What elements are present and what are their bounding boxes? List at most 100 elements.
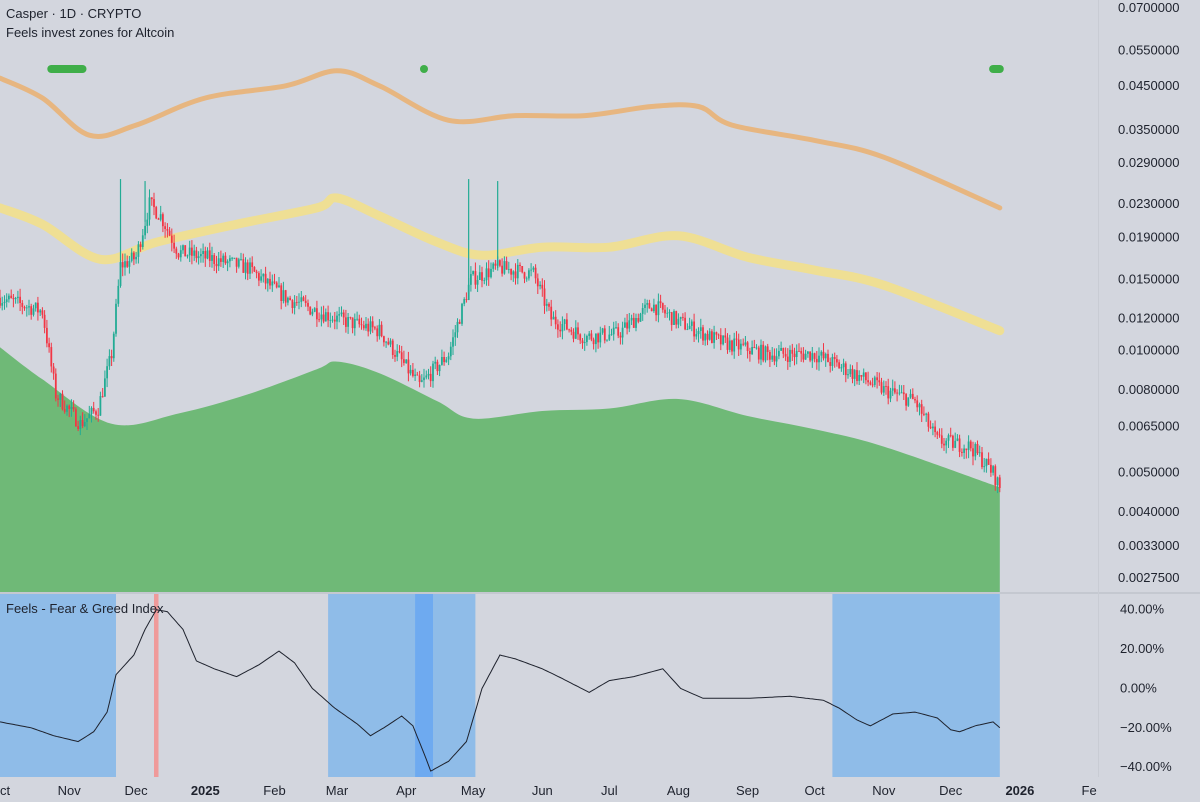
candle-body (476, 280, 479, 285)
candle-body (853, 370, 856, 379)
candle-body (603, 328, 606, 341)
candle-body (329, 320, 332, 321)
candle-body (331, 319, 334, 321)
candle-body (61, 393, 64, 410)
candle-body (273, 281, 276, 283)
candle-body (432, 363, 434, 382)
candle-body (505, 261, 508, 270)
candle-body (684, 317, 686, 330)
candle-body (202, 251, 204, 254)
candle-body (249, 262, 251, 274)
candle-body (902, 392, 905, 395)
candle-body (722, 335, 724, 345)
candle-body (938, 434, 941, 436)
candle-body (831, 357, 834, 366)
candle-body (130, 252, 133, 261)
candle-body (653, 304, 655, 312)
candle-body (856, 370, 858, 381)
deep-fear-zone (415, 594, 433, 777)
candle-body (112, 333, 115, 359)
candle-body (882, 386, 885, 393)
candle-body (115, 303, 117, 334)
candle-body (706, 333, 709, 340)
candle-body (905, 394, 907, 406)
candle-body (28, 306, 30, 308)
candle-body (32, 308, 35, 315)
candle-body (470, 274, 472, 285)
candle-body (693, 321, 695, 337)
candle-body (664, 309, 666, 314)
fear-zone (328, 594, 476, 777)
candle-body (704, 333, 707, 341)
pane-separator (0, 592, 1200, 594)
candle-body (940, 435, 943, 444)
candle-body (800, 351, 803, 354)
candle-body (673, 311, 675, 325)
candle-body (827, 353, 829, 362)
candle-body (784, 353, 787, 357)
candle-body (744, 342, 747, 345)
candle-body (572, 331, 575, 339)
candle-body (362, 325, 365, 329)
candle-body (356, 318, 358, 320)
candle-body (630, 317, 633, 321)
candle-body (220, 258, 222, 262)
candle-body (284, 290, 287, 303)
candle-body (57, 398, 59, 400)
candle-body (396, 351, 399, 357)
candle-body (269, 278, 271, 286)
candles-group (0, 179, 1001, 494)
candle-body (516, 264, 519, 279)
candle-body (733, 338, 736, 352)
candle-body (523, 272, 526, 279)
candle-body (597, 333, 599, 343)
candle-body (574, 327, 577, 339)
candle-body (275, 282, 278, 288)
price-tick-label: 0.0040000 (1118, 504, 1179, 519)
candle-body (244, 262, 247, 273)
price-scale-border (1098, 0, 1099, 777)
candle-body (128, 260, 131, 267)
candle-body (655, 304, 657, 316)
candle-body (869, 382, 872, 385)
candle-body (405, 359, 408, 363)
candle-body (499, 260, 501, 266)
candle-body (1, 303, 4, 306)
candle-body (141, 235, 144, 247)
candle-body (99, 396, 102, 416)
price-tick-label: 0.0190000 (1118, 230, 1179, 245)
price-tick-label: 0.0450000 (1118, 78, 1179, 93)
candle-body (766, 346, 769, 352)
candle-body (708, 331, 711, 340)
candle-body (324, 312, 327, 322)
candle-body (327, 312, 329, 321)
candle-body (400, 352, 403, 360)
candle-body (731, 340, 733, 352)
signal-marker (47, 65, 87, 73)
candle-body (836, 359, 838, 363)
candle-body (528, 270, 530, 279)
candle-body (548, 303, 550, 307)
candle-body (429, 373, 432, 382)
candle-body (438, 365, 441, 372)
time-tick-label: Jun (532, 783, 553, 798)
candle-body (157, 218, 160, 220)
price-tick-label: 0.0120000 (1118, 311, 1179, 326)
candle-body (463, 299, 466, 304)
candle-body (699, 327, 702, 331)
index-tick-label: 20.00% (1120, 641, 1165, 656)
candle-body (300, 297, 303, 302)
candle-body (224, 255, 227, 264)
candle-body (541, 284, 544, 289)
candle-body (632, 317, 635, 328)
candle-body (195, 250, 198, 259)
candle-body (932, 426, 934, 429)
candle-body (695, 334, 698, 337)
candle-body (213, 255, 216, 264)
candle-body (858, 375, 861, 381)
upper-band-line (0, 68, 1003, 211)
candle-body (79, 420, 82, 429)
candle-body (757, 347, 760, 360)
